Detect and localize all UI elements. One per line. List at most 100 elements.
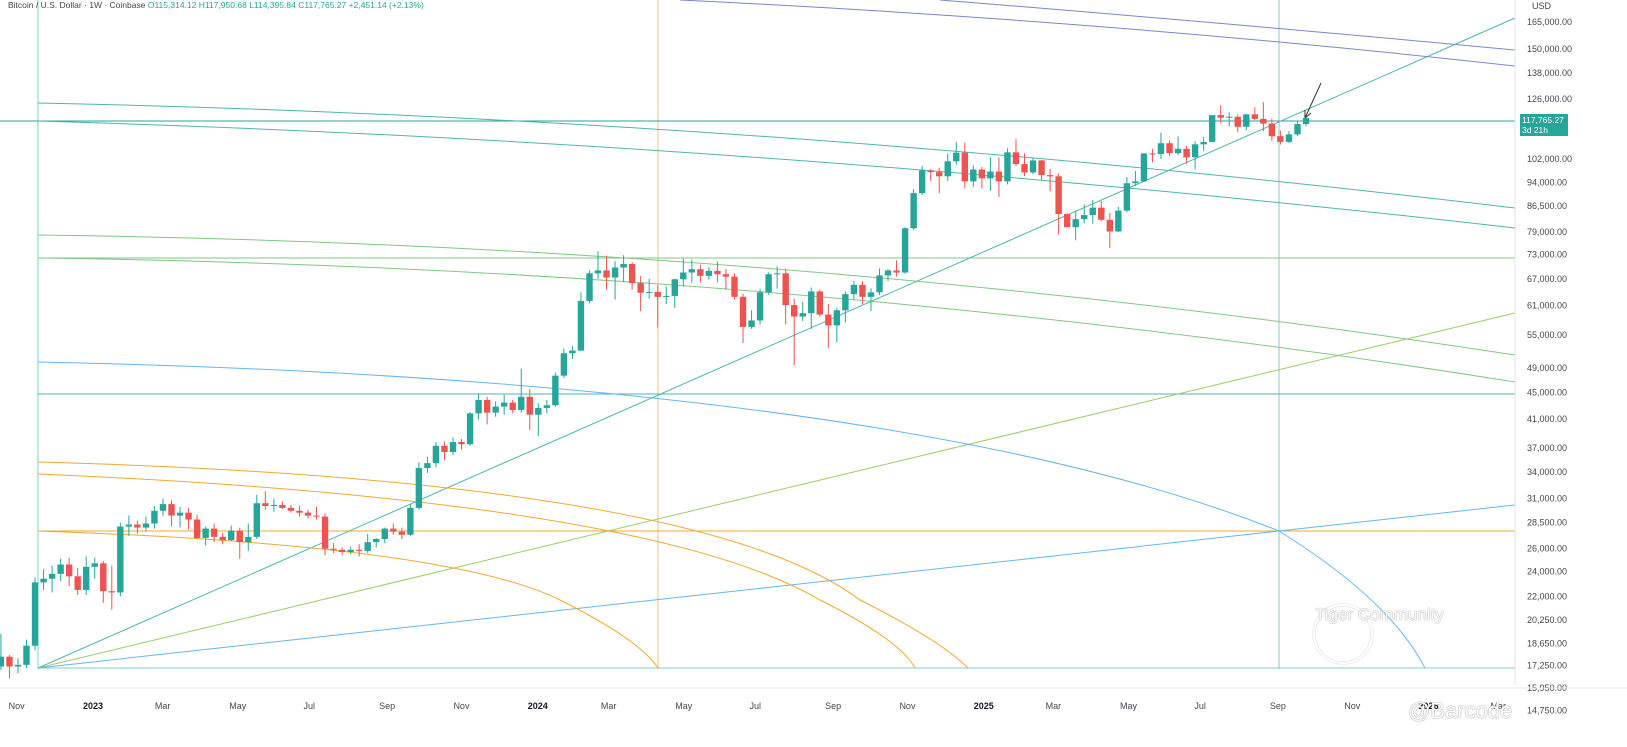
candle xyxy=(1132,170,1139,186)
candle xyxy=(637,275,644,312)
candle xyxy=(210,523,218,543)
candle xyxy=(628,262,636,290)
arc-green-1 xyxy=(37,234,1516,356)
candle xyxy=(765,272,772,296)
price-tick-label: 41,000.00 xyxy=(1527,414,1567,424)
price-axis[interactable]: 165,000.00 150,000.00 138,000.00 126,000.00… xyxy=(1514,0,1627,747)
time-tick-label: Nov xyxy=(1344,701,1361,711)
candle xyxy=(1208,115,1216,143)
candle xyxy=(441,441,448,460)
candle xyxy=(458,439,465,450)
candle xyxy=(884,269,892,281)
candle xyxy=(1191,141,1199,170)
time-tick-label: Jul xyxy=(1194,701,1206,711)
candle xyxy=(355,544,363,557)
watermark-community: Tiger Community xyxy=(1315,605,1444,624)
time-tick-label: Mar xyxy=(1046,701,1062,711)
candle xyxy=(407,504,414,536)
candle xyxy=(961,142,968,189)
arc-blue xyxy=(37,361,1426,669)
candle xyxy=(492,401,499,417)
candle xyxy=(850,280,858,300)
candle xyxy=(705,267,713,280)
candle xyxy=(1285,131,1293,144)
candle xyxy=(74,567,81,596)
candle xyxy=(1098,201,1105,222)
candle xyxy=(449,437,457,456)
candle xyxy=(654,285,661,328)
candle xyxy=(245,523,252,551)
high-value: H117,950.68 xyxy=(198,0,247,10)
candle xyxy=(893,260,900,277)
arc-navy-2 xyxy=(939,0,1516,51)
candle xyxy=(48,565,56,593)
time-tick-label: Mar xyxy=(155,701,171,711)
price-tick-label: 165,000.00 xyxy=(1527,17,1572,27)
candle xyxy=(1217,105,1224,124)
arc-navy-1 xyxy=(679,0,1516,67)
close-value: C117,765.27 xyxy=(298,0,347,10)
time-tick-label: May xyxy=(675,701,693,711)
price-tick-label: 31,000.00 xyxy=(1527,494,1567,504)
candle xyxy=(1226,112,1233,127)
candle xyxy=(833,307,841,343)
candle xyxy=(714,261,721,283)
candle xyxy=(995,157,1003,197)
time-axis[interactable]: Nov 2023 Mar May Jul Sep Nov 2024 Mar May Jul Sep No… xyxy=(0,687,1627,711)
candle xyxy=(970,165,977,187)
candle xyxy=(1251,107,1259,120)
arc-orange-2 xyxy=(37,473,916,669)
candle xyxy=(586,270,593,304)
candle xyxy=(1081,204,1088,223)
candle xyxy=(100,561,107,603)
candle xyxy=(663,286,670,305)
candle xyxy=(91,557,98,579)
candle xyxy=(688,259,696,283)
candle xyxy=(262,491,269,510)
price-tick-label: 138,000.00 xyxy=(1527,68,1572,78)
price-tick-label: 26,000.00 xyxy=(1527,544,1567,554)
candle xyxy=(1183,145,1190,164)
candle xyxy=(364,533,371,554)
candle xyxy=(936,167,943,194)
candle xyxy=(475,393,482,420)
candle xyxy=(910,189,917,230)
fan-line-2 xyxy=(37,312,1516,669)
price-tick-label: 79,000.00 xyxy=(1527,227,1567,237)
candle xyxy=(176,506,184,528)
price-tick-label: 20,250.00 xyxy=(1527,615,1567,625)
candle xyxy=(1294,121,1301,136)
price-tick-label: 37,000.00 xyxy=(1527,443,1567,453)
candle xyxy=(731,273,738,300)
price-tick-label: 49,000.00 xyxy=(1527,363,1567,373)
candle xyxy=(1021,153,1028,177)
time-tick-label: Mar xyxy=(601,701,617,711)
candle xyxy=(509,400,516,414)
candle xyxy=(808,287,815,329)
candle xyxy=(799,301,806,321)
candle xyxy=(228,525,235,542)
candle xyxy=(526,389,533,431)
price-tick-label: 28,500.00 xyxy=(1527,518,1567,528)
candle xyxy=(1243,114,1250,131)
candle xyxy=(518,368,525,413)
candle xyxy=(569,345,576,359)
candle xyxy=(577,292,585,352)
candle xyxy=(373,537,380,548)
candle xyxy=(697,264,704,283)
candle xyxy=(202,526,209,546)
candle xyxy=(0,633,5,670)
candle xyxy=(279,501,286,509)
candle xyxy=(313,506,320,520)
candle xyxy=(756,288,764,325)
candle xyxy=(1115,206,1122,233)
candle xyxy=(108,565,115,610)
candle xyxy=(1234,114,1241,133)
candle xyxy=(287,505,295,513)
candle xyxy=(330,543,337,554)
candle xyxy=(432,442,440,468)
price-tick-label: 94,000.00 xyxy=(1527,177,1567,187)
watermark-handle: @Barcode xyxy=(1408,698,1513,723)
price-tick-label: 24,000.00 xyxy=(1527,567,1567,577)
